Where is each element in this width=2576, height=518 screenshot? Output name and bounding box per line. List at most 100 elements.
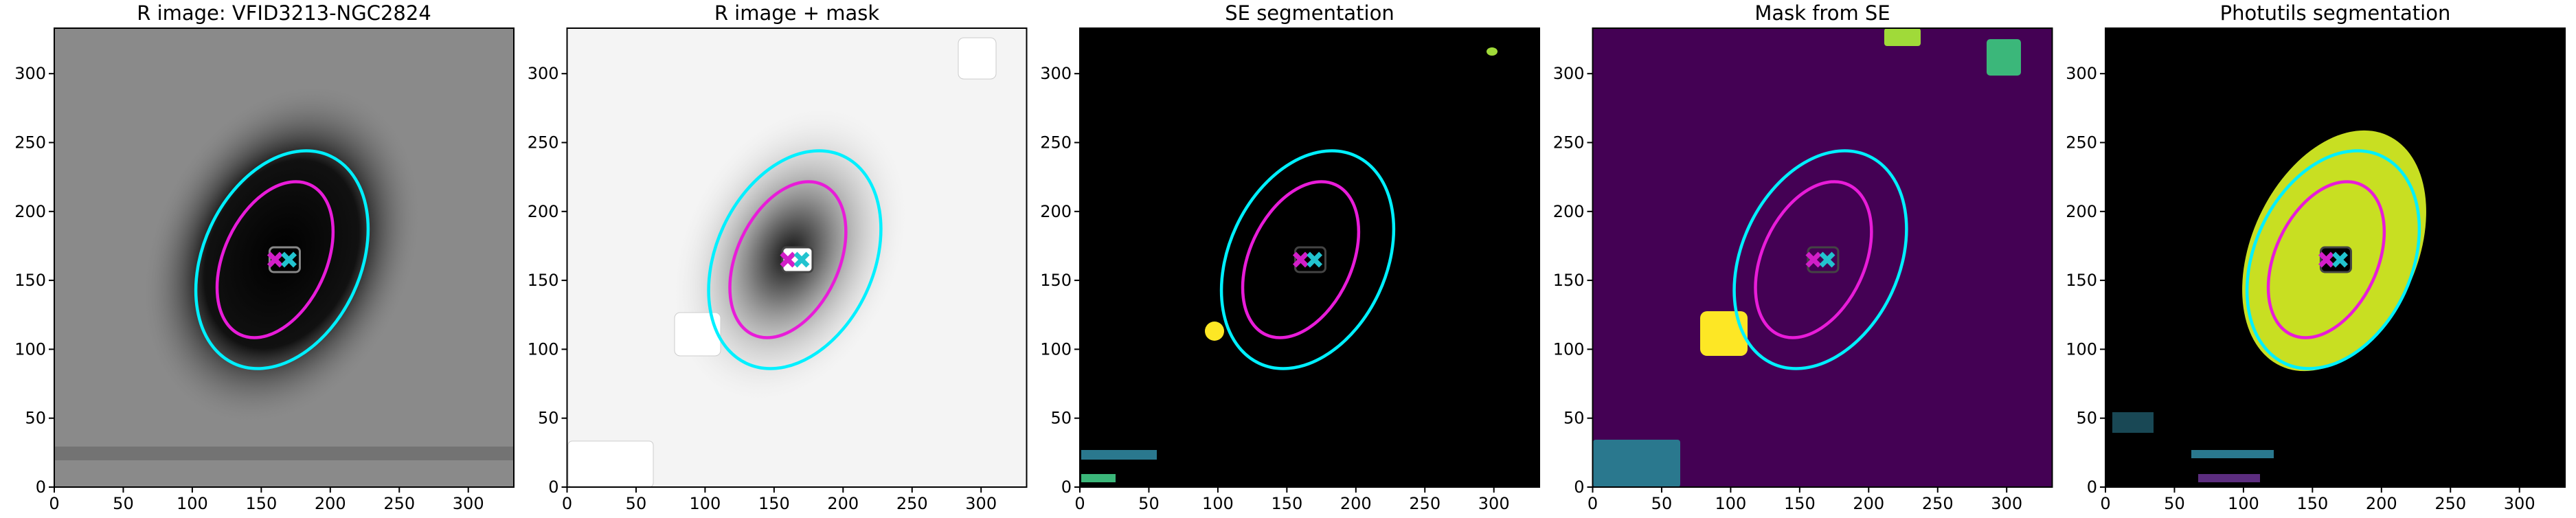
aperture-ellipse [1241,180,1361,339]
x-tick-label: 100 [2228,494,2259,513]
y-tick-label: 300 [2066,64,2097,83]
x-tick-label: 300 [2504,494,2535,513]
y-tick-label: 100 [2066,339,2097,359]
center-box [1807,246,1840,273]
x-tick-label: 300 [453,494,484,513]
segment [2198,474,2260,482]
aperture-ellipse [215,180,335,339]
y-tick-label: 0 [36,477,46,497]
aperture-ellipse [1732,149,1908,370]
x-tick-label: 150 [1784,494,1816,513]
panel-title: Photutils segmentation [2220,1,2451,25]
x-tick-label: 300 [1478,494,1510,513]
center-marker [281,251,297,268]
y-tick-label: 250 [528,133,559,152]
x-tick-label: 100 [689,494,721,513]
axes-frame [54,27,515,488]
mask-region [1700,311,1748,356]
y-tick-label: 0 [2087,477,2097,497]
segment [1205,322,1224,341]
aperture-ellipse [2245,149,2421,370]
y-tick-label: 0 [1061,477,1072,497]
x-tick-label: 50 [1651,494,1673,513]
x-tick-label: 150 [758,494,790,513]
y-tick-label: 300 [528,64,559,83]
y-tick-label: 100 [14,339,46,359]
y-tick-label: 300 [1553,64,1585,83]
x-tick-label: 200 [315,494,346,513]
x-tick-label: 200 [1853,494,1884,513]
mask-region [567,440,654,488]
y-tick-label: 0 [548,477,558,497]
y-tick-label: 100 [1040,339,1072,359]
x-tick-label: 200 [2366,494,2397,513]
mask-region [958,37,997,80]
mask-region [674,312,721,357]
x-tick-label: 0 [562,494,572,513]
x-tick-label: 100 [177,494,208,513]
stripe [54,447,514,460]
y-tick-label: 150 [1040,271,1072,290]
y-tick-label: 100 [528,339,559,359]
x-tick-label: 150 [1271,494,1302,513]
x-tick-label: 250 [1922,494,1954,513]
y-tick-label: 150 [14,271,46,290]
aperture-ellipse [1754,180,1873,339]
panel-title: Mask from SE [1754,1,1890,25]
y-tick-label: 50 [1050,409,1072,428]
center-marker [2332,251,2349,268]
y-tick-label: 200 [2066,202,2097,221]
x-tick-label: 300 [965,494,997,513]
panel-title: SE segmentation [1225,1,1394,25]
y-tick-label: 150 [1553,271,1585,290]
y-tick-label: 300 [14,64,46,83]
y-tick-label: 50 [1563,409,1585,428]
axes-frame [1592,27,2053,488]
center-marker [1307,251,1323,268]
y-tick-label: 200 [528,202,559,221]
x-tick-label: 200 [827,494,859,513]
y-tick-label: 50 [2076,409,2097,428]
y-tick-label: 250 [14,133,46,152]
segment [1081,474,1116,482]
x-tick-label: 100 [1715,494,1746,513]
aperture-ellipse [728,180,848,339]
center-marker [2318,251,2334,268]
image-content [54,28,2426,488]
center-marker [1292,251,1309,268]
y-tick-label: 0 [1574,477,1584,497]
x-tick-label: 250 [2434,494,2466,513]
y-tick-label: 100 [1553,339,1585,359]
x-tick-label: 300 [1991,494,2022,513]
x-tick-label: 250 [896,494,928,513]
y-tick-label: 200 [14,202,46,221]
axes-frame [566,27,1028,488]
x-tick-label: 50 [626,494,647,513]
y-tick-label: 250 [1553,133,1585,152]
segment [1081,450,1157,460]
x-tick-label: 50 [1138,494,1160,513]
y-tick-label: 300 [1040,64,1072,83]
aperture-ellipse [1219,149,1396,370]
x-tick-label: 150 [245,494,277,513]
x-tick-label: 0 [1074,494,1085,513]
axes-frame [1079,27,1540,488]
mask-region [1884,28,1921,46]
x-tick-label: 0 [1588,494,1598,513]
y-tick-label: 50 [538,409,559,428]
panel-title: R image: VFID3213-NGC2824 [137,1,431,25]
y-tick-label: 200 [1040,202,1072,221]
y-tick-label: 250 [1040,133,1072,152]
x-tick-label: 50 [113,494,134,513]
y-tick-label: 250 [2066,133,2097,152]
x-tick-label: 250 [1409,494,1440,513]
y-tick-label: 150 [528,271,559,290]
center-marker [780,251,796,268]
x-tick-label: 150 [2296,494,2328,513]
x-tick-label: 100 [1202,494,1234,513]
segment [2191,450,2274,458]
x-tick-label: 50 [2164,494,2185,513]
y-tick-label: 150 [2066,271,2097,290]
panel-title: R image + mask [714,1,880,25]
